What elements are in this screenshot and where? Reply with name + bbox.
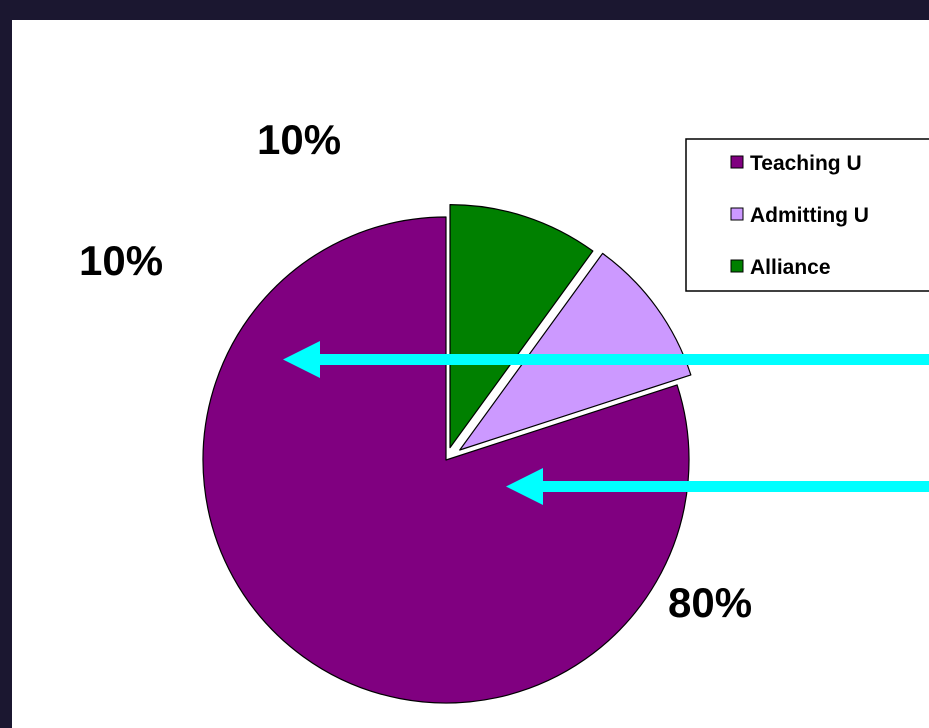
legend-swatch-alliance	[731, 260, 743, 272]
pie-slices	[203, 205, 691, 703]
legend: Teaching U Admitting U Alliance	[686, 139, 929, 291]
data-label-admitting-u: 10%	[79, 237, 163, 284]
data-label-teaching-u: 80%	[668, 579, 752, 626]
arrow-shaft	[538, 481, 929, 492]
arrow-shaft	[315, 354, 929, 365]
legend-swatch-teaching-u	[731, 156, 743, 168]
data-label-alliance: 10%	[257, 116, 341, 163]
legend-label-teaching-u: Teaching U	[750, 152, 862, 175]
legend-label-admitting-u: Admitting U	[750, 204, 869, 227]
legend-label-alliance: Alliance	[750, 256, 831, 279]
legend-swatch-admitting-u	[731, 208, 743, 220]
